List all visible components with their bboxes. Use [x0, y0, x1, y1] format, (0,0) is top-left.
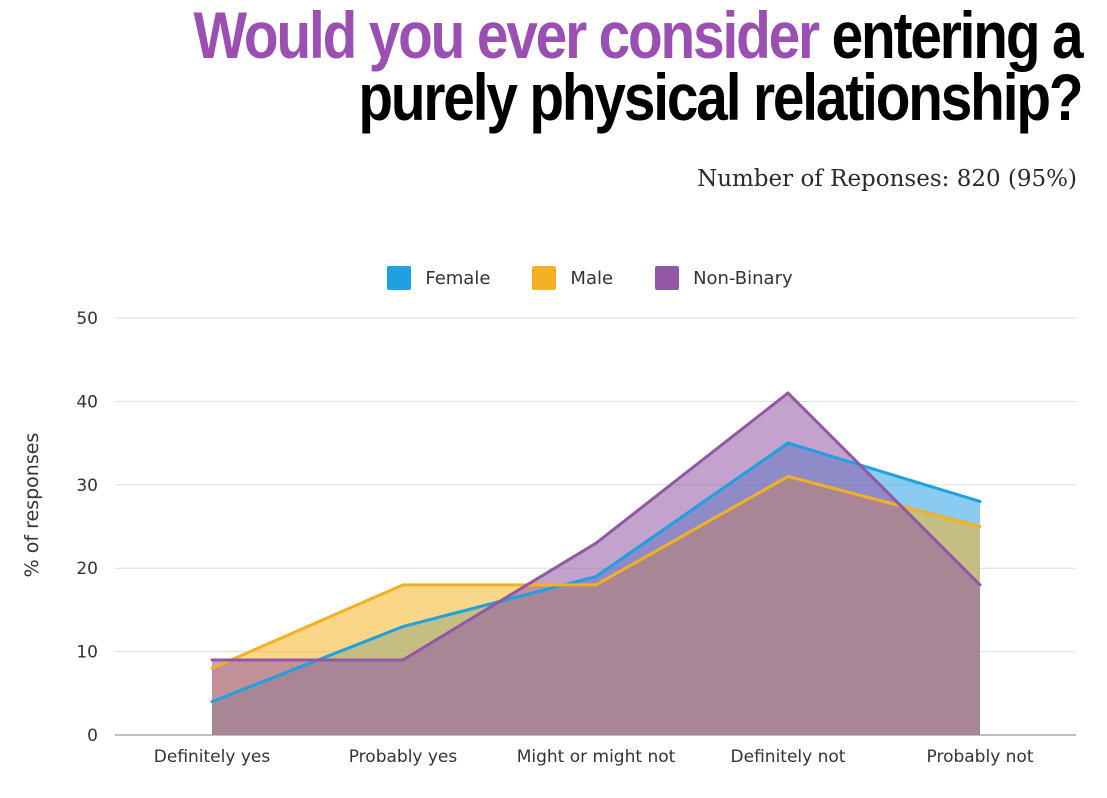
y-axis-label: % of responses [21, 433, 43, 578]
title-rest: entering a [831, 0, 1083, 72]
y-tick-label: 30 [76, 476, 98, 496]
point-female [786, 441, 790, 445]
y-tick-label: 10 [76, 643, 98, 663]
y-tick-label: 50 [76, 309, 98, 329]
point-non-binary [210, 658, 214, 662]
area-non-binary [212, 393, 980, 735]
y-tick-label: 20 [76, 559, 98, 579]
y-tick-label: 40 [76, 392, 98, 412]
response-count: Number of Reponses: 820 (95%) [697, 166, 1077, 192]
y-tick-label: 0 [87, 726, 98, 746]
point-female [210, 700, 214, 704]
point-male [210, 666, 214, 670]
legend-swatch-female [387, 266, 412, 290]
point-non-binary [594, 541, 598, 545]
x-tick-label: Probably yes [349, 747, 458, 767]
point-female [978, 499, 982, 503]
legend-label-non-binary: Non-Binary [693, 267, 793, 289]
point-male [978, 525, 982, 528]
point-female [594, 575, 598, 579]
x-tick-label: Definitely yes [154, 747, 271, 767]
x-tick-label: Definitely not [731, 747, 846, 767]
legend-item-non-binary: Non-Binary [655, 266, 793, 290]
point-non-binary [401, 658, 405, 662]
title-accent: Would you ever consider [193, 0, 820, 72]
legend-item-male: Male [532, 266, 613, 290]
point-male [401, 583, 405, 587]
x-tick-label: Might or might not [517, 747, 676, 767]
legend-swatch-male [532, 266, 557, 290]
x-tick-label: Probably not [927, 747, 1034, 767]
point-non-binary [978, 583, 982, 587]
point-male [594, 583, 598, 587]
legend-label-female: Female [425, 267, 491, 289]
title-line2: purely physical relationship? [357, 60, 1083, 134]
legend-item-female: Female [387, 266, 490, 290]
legend-label-male: Male [570, 267, 614, 289]
legend-swatch-non-binary [655, 266, 680, 290]
point-male [786, 474, 790, 478]
point-female [401, 625, 405, 629]
point-non-binary [786, 391, 790, 395]
legend: Female Male Non-Binary [0, 266, 1107, 290]
chart-title: Would you ever consider entering a purely… [193, 2, 1083, 130]
